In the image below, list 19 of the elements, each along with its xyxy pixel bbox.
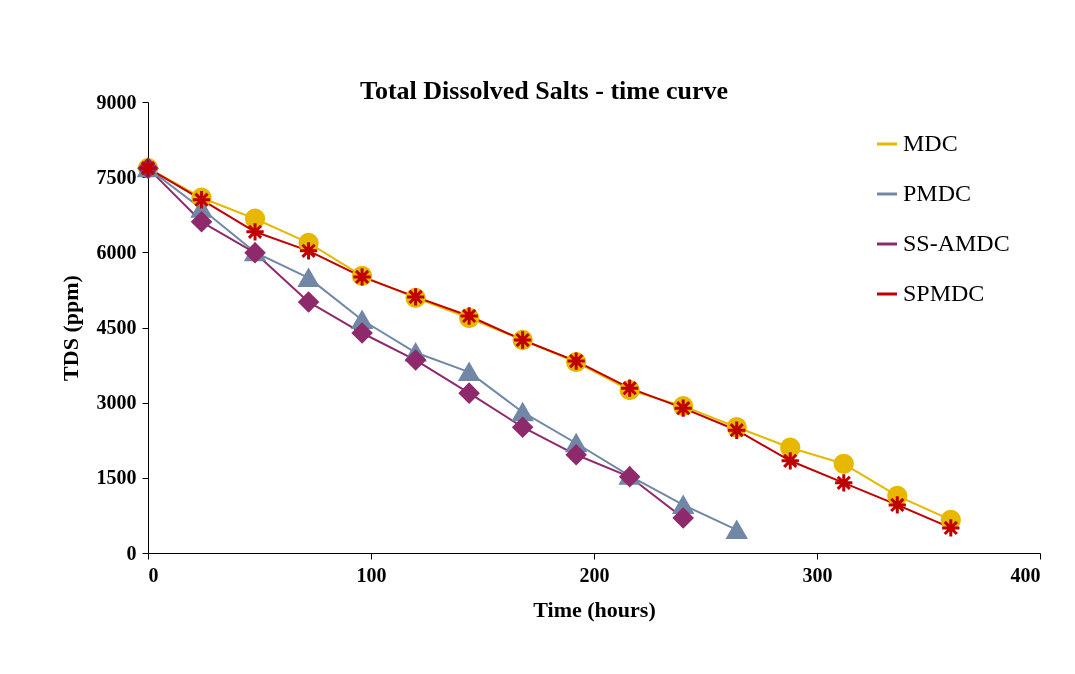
x-tick-label: 400 [1010, 563, 1041, 586]
legend-label: SS-AMDC [903, 230, 1010, 256]
y-tick-label: 0 [126, 541, 137, 564]
x-tick-label: 200 [579, 563, 610, 586]
x-axis-title: Time (hours) [533, 596, 656, 622]
x-tick-label: 100 [356, 563, 387, 586]
x-tick-label: 0 [148, 563, 159, 586]
y-tick-label: 4500 [96, 316, 137, 338]
y-axis-title: TDS (ppm) [57, 275, 83, 381]
legend-label: PMDC [903, 180, 972, 206]
x-tick-label: 300 [802, 563, 833, 586]
y-tick-label: 1500 [96, 466, 137, 489]
legend-label: SPMDC [903, 280, 985, 306]
y-tick-label: 7500 [96, 165, 137, 188]
chart-title: Total Dissolved Salts - time curve [359, 76, 729, 105]
y-tick-label: 3000 [96, 391, 137, 414]
y-tick-label: 9000 [96, 90, 137, 113]
y-tick-label: 6000 [96, 240, 137, 263]
legend-label: MDC [903, 130, 958, 156]
